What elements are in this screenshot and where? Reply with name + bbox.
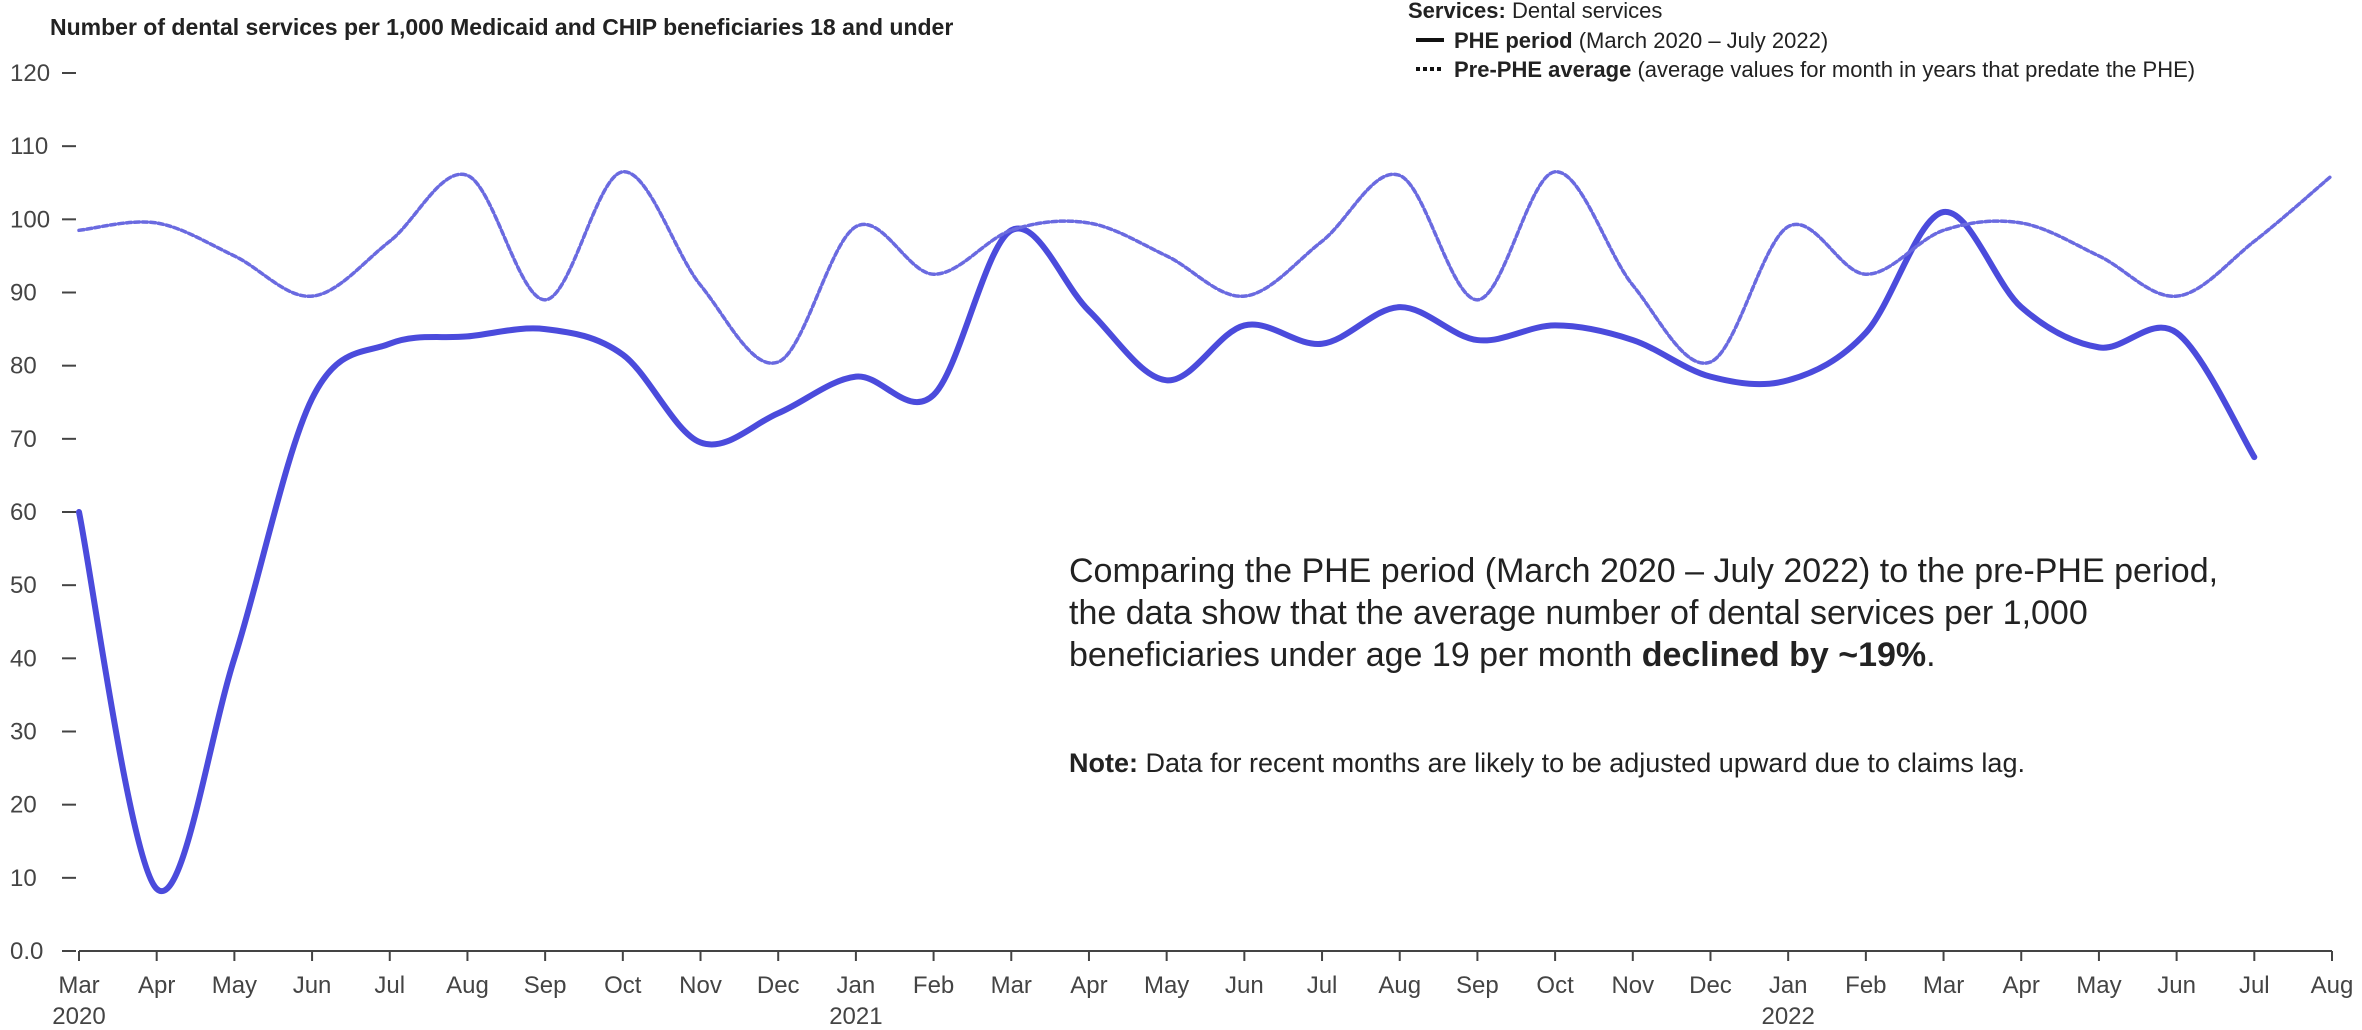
y-tick-label: 20 [10,792,37,819]
x-tick-label: Apr [1070,972,1107,999]
legend-name: PHE period [1454,28,1573,53]
y-tick-label: 90 [10,280,37,307]
x-tick-label: May [2076,972,2121,999]
x-tick-label: Jan [1769,972,1808,999]
x-tick-label: May [1144,972,1189,999]
annotation-part: the data show that the average number of… [1069,594,2088,632]
x-tick-label: Jun [2157,972,2196,999]
legend-description: (average values for month in years that … [1637,57,2195,82]
annotation: Comparing the PHE period (March 2020 – J… [1069,552,2218,590]
x-tick-label: Oct [1536,972,1574,999]
x-tick-label: Mar [1923,972,1964,999]
annotation-part: . [1926,636,1935,674]
x-tick-label: Feb [913,972,954,999]
x-tick-label: Jul [1307,972,1338,999]
legend-name: Pre-PHE average [1454,57,1631,82]
x-tick-label: Aug [446,972,489,999]
legend-description: (March 2020 – July 2022) [1579,28,1828,53]
legend-entry: Pre-PHE average (average values for mont… [1454,57,2195,82]
y-tick-label: 80 [10,353,37,380]
x-tick-label: Dec [757,972,800,999]
x-tick-label: Feb [1845,972,1886,999]
x-tick-label: Mar [58,972,99,999]
x-tick-label: Oct [604,972,642,999]
annotation-part: Comparing the PHE period (March 2020 – J… [1069,552,2218,590]
x-year-label: 2021 [829,1003,882,1030]
x-tick-label: Mar [991,972,1032,999]
note-part: Note: [1069,748,1138,778]
x-tick-label: Jun [293,972,332,999]
y-tick-label: 40 [10,645,37,672]
legend-title: Services: [1408,0,1506,23]
y-tick-label: 100 [10,206,50,233]
x-year-label: 2020 [52,1003,105,1030]
x-tick-label: Apr [2003,972,2040,999]
legend-header: Services: Dental services [1408,0,1662,23]
y-tick-label: 0.0 [10,938,43,965]
y-tick-label: 120 [10,60,50,87]
y-tick-label: 50 [10,572,37,599]
x-tick-label: Jul [2239,972,2270,999]
note: Note: Data for recent months are likely … [1069,748,2025,778]
x-tick-label: Jun [1225,972,1264,999]
x-tick-label: Sep [524,972,567,999]
y-tick-label: 70 [10,426,37,453]
x-tick-label: Aug [2311,972,2354,999]
x-year-label: 2022 [1761,1003,1814,1030]
note-part: Data for recent months are likely to be … [1138,748,2025,778]
series-line [76,209,2258,895]
legend-subtitle: Dental services [1512,0,1662,23]
y-tick-label: 60 [10,499,37,526]
annotation-part: declined by ~19% [1642,636,1926,674]
x-tick-label: Dec [1689,972,1732,999]
x-tick-label: Sep [1456,972,1499,999]
x-tick-label: May [212,972,257,999]
annotation-part: beneficiaries under age 19 per month [1069,636,1642,674]
y-tick-label: 10 [10,865,37,892]
x-tick-label: Aug [1378,972,1421,999]
legend-entry: PHE period (March 2020 – July 2022) [1454,28,1828,53]
x-tick-label: Apr [138,972,175,999]
x-tick-label: Jan [837,972,876,999]
x-tick-label: Jul [374,972,405,999]
series-line [77,170,2334,365]
x-tick-label: Nov [679,972,722,999]
chart-title: Number of dental services per 1,000 Medi… [50,14,953,40]
x-tick-label: Nov [1611,972,1654,999]
y-tick-label: 110 [10,133,48,160]
y-tick-label: 30 [10,719,37,746]
annotation: the data show that the average number of… [1069,594,2088,632]
annotation: beneficiaries under age 19 per month dec… [1069,636,1936,674]
